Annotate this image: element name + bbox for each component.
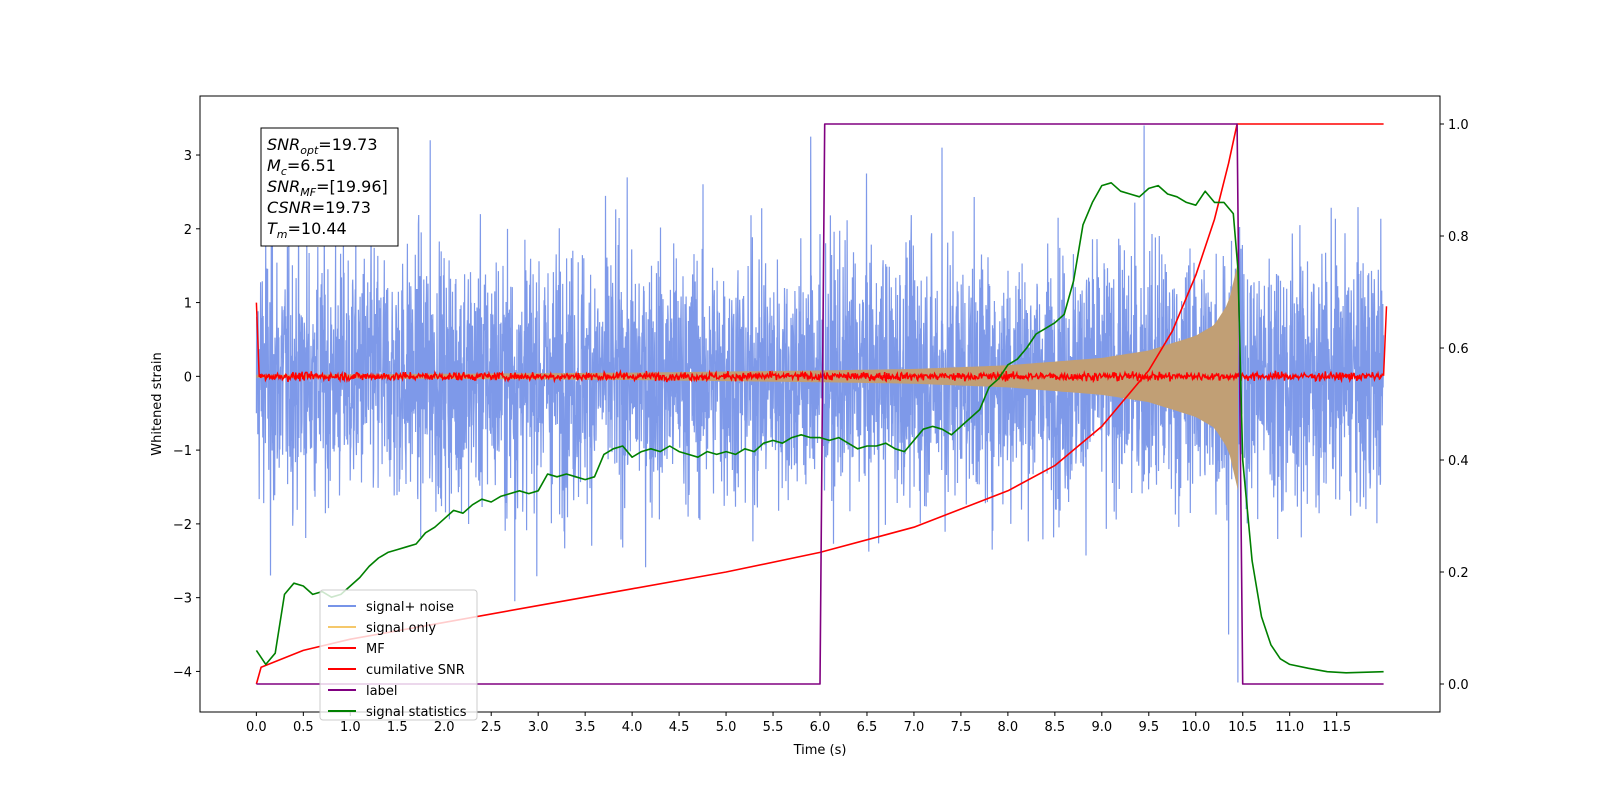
y-tick-label: 2 (184, 223, 192, 238)
x-tick-label: 9.5 (1138, 720, 1159, 735)
annotation-text: SNRopt=19.73Mc=6.51SNRMF=[19.96]CSNR=19.… (267, 135, 388, 241)
x-axis-label: Time (s) (793, 743, 847, 758)
x-tick-label: 5.0 (716, 720, 737, 735)
x-tick-label: 6.0 (810, 720, 831, 735)
annotation-box: SNRopt=19.73Mc=6.51SNRMF=[19.96]CSNR=19.… (260, 127, 399, 247)
annotation-line: Tm=10.44 (267, 219, 347, 241)
x-tick-label: 8.5 (1045, 720, 1066, 735)
y2-tick-label: 0.8 (1448, 230, 1469, 245)
y-tick-label: −4 (173, 665, 192, 680)
legend-label: label (366, 684, 397, 699)
y-axis-label: Whitened strain (150, 352, 165, 455)
series-signal-statistics (255, 182, 1384, 674)
x-tick-label: 1.5 (387, 720, 408, 735)
x-tick-label: 11.0 (1275, 720, 1304, 735)
x-tick-label: 4.5 (669, 720, 690, 735)
legend-label: signal statistics (366, 705, 467, 720)
y2-tick-label: 0.6 (1448, 342, 1469, 357)
x-tick-label: 3.0 (528, 720, 549, 735)
x-tick-label: 5.5 (763, 720, 784, 735)
y-tick-label: −2 (173, 518, 192, 533)
y-tick-label: −3 (173, 592, 192, 607)
x-tick-label: 6.5 (857, 720, 878, 735)
y2-tick-label: 0.0 (1448, 678, 1469, 693)
x-tick-label: 3.5 (575, 720, 596, 735)
y2-tick-label: 1.0 (1448, 118, 1469, 133)
ticks: 0.0 0.5 1.0 1.5 2.0 2.5 3.0 3.5 4.0 4.5 5.0 5.5 6.0 6… (173, 118, 1469, 735)
y2-tick-label: 0.2 (1448, 566, 1469, 581)
y-tick-label: 1 (184, 297, 192, 312)
x-tick-label: 4.0 (622, 720, 643, 735)
y-tick-label: −1 (173, 444, 192, 459)
annotation-line: SNRMF=[19.96] (267, 177, 388, 199)
x-tick-label: 2.0 (434, 720, 455, 735)
x-tick-label: 0.5 (293, 720, 314, 735)
series-mf (255, 302, 1388, 384)
y-tick-label: 3 (184, 149, 192, 164)
series-label (256, 123, 1384, 685)
legend-entries: signal+ noise signal only MF cumilative SNR… (328, 600, 467, 720)
x-tick-label: 2.5 (481, 720, 502, 735)
y-tick-label: 0 (184, 370, 192, 385)
x-tick-label: 10.5 (1228, 720, 1257, 735)
x-tick-label: 7.5 (951, 720, 972, 735)
x-tick-label: 8.0 (998, 720, 1019, 735)
x-tick-label: 1.0 (340, 720, 361, 735)
legend-frame (319, 589, 478, 721)
y2-tick-label: 0.4 (1448, 454, 1469, 469)
annotation-line: SNRopt=19.73 (267, 135, 378, 157)
legend-label: signal only (366, 621, 436, 636)
x-tick-label: 11.5 (1322, 720, 1351, 735)
annotation-line: Mc=6.51 (267, 156, 336, 178)
x-tick-label: 10.0 (1181, 720, 1210, 735)
annotation-frame (260, 127, 399, 247)
legend-label: MF (366, 642, 385, 657)
x-tick-label: 0.0 (246, 720, 267, 735)
x-tick-label: 9.0 (1091, 720, 1112, 735)
legend-label: cumilative SNR (366, 663, 465, 678)
x-tick-label: 7.0 (904, 720, 925, 735)
legend-label: signal+ noise (366, 600, 454, 615)
legend: signal+ noise signal only MF cumilative SNR… (319, 589, 478, 721)
annotation-line: CSNR=19.73 (267, 198, 371, 217)
